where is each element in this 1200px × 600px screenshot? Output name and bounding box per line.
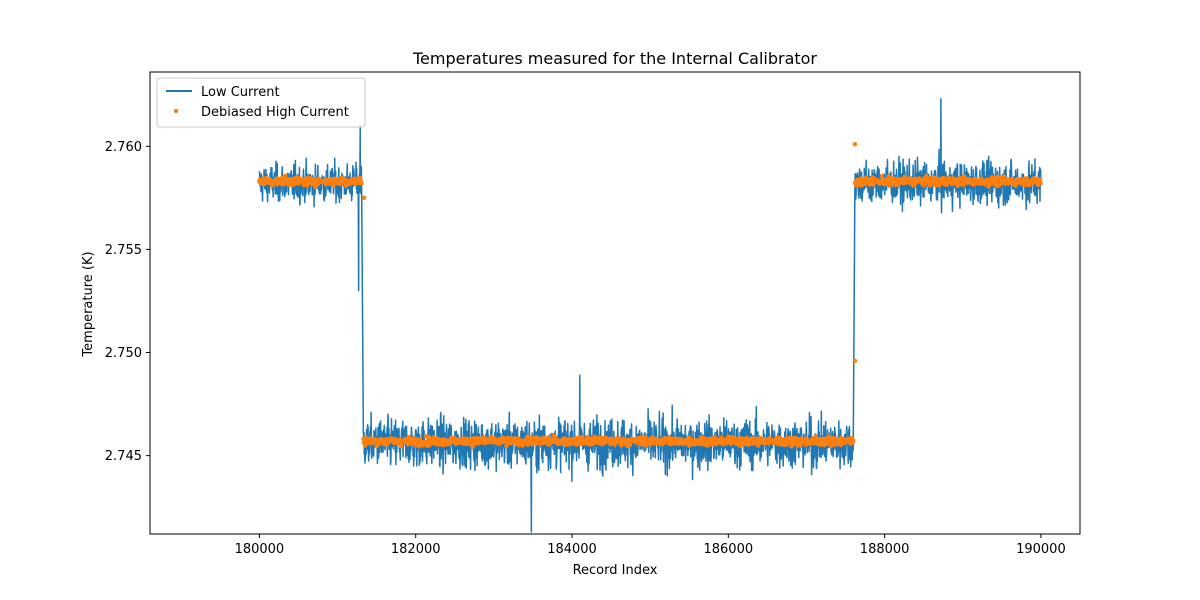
- y-axis-label: Temperature (K): [81, 251, 96, 357]
- high-current-point: [627, 442, 633, 447]
- x-axis-ticks: 180000 182000 184000 186000 188000 190000: [235, 534, 1066, 557]
- chart-title: Temperatures measured for the Internal C…: [412, 49, 817, 68]
- high-current-point: [851, 438, 856, 443]
- high-current-outlier-point: [852, 141, 858, 147]
- legend-debiased-high-current-label: Debiased High Current: [201, 105, 349, 120]
- high-current-point: [1013, 183, 1018, 188]
- high-current-point: [1038, 181, 1043, 186]
- high-current-point: [504, 443, 509, 449]
- high-current-point: [937, 183, 942, 188]
- legend: Low Current Debiased High Current: [156, 77, 366, 128]
- high-current-point: [359, 181, 364, 186]
- high-current-outlier-point: [361, 195, 367, 201]
- high-current-point: [580, 434, 585, 439]
- legend-debiased-high-current-swatch: [173, 108, 179, 114]
- x-tick-label: 180000: [235, 542, 285, 557]
- y-tick-label: 2.745: [105, 449, 142, 464]
- y-tick-label: 2.760: [105, 140, 142, 155]
- axes-frame: [149, 71, 1081, 535]
- high-current-point: [828, 443, 834, 449]
- legend-frame: [156, 77, 366, 128]
- high-current-point: [470, 444, 475, 449]
- x-tick-label: 188000: [860, 542, 910, 557]
- high-current-point: [283, 173, 288, 178]
- high-current-point: [879, 173, 884, 179]
- x-tick-label: 190000: [1016, 542, 1066, 557]
- x-tick-label: 186000: [703, 542, 753, 557]
- high-current-point: [1037, 177, 1043, 182]
- x-axis-label: Record Index: [573, 563, 658, 578]
- high-current-point: [398, 444, 404, 449]
- y-tick-label: 2.750: [105, 346, 142, 361]
- legend-low-current-label: Low Current: [201, 85, 280, 100]
- x-tick-label: 182000: [391, 542, 441, 557]
- plot-area: [257, 98, 1043, 533]
- high-current-point: [643, 435, 648, 440]
- y-axis-ticks: 2.745 2.750 2.755 2.760: [105, 140, 150, 464]
- y-tick-label: 2.755: [105, 243, 142, 258]
- high-current-outlier-point: [852, 358, 858, 363]
- debiased-high-current-series: [257, 141, 1043, 449]
- x-tick-label: 184000: [547, 542, 597, 557]
- high-current-point: [1001, 174, 1007, 179]
